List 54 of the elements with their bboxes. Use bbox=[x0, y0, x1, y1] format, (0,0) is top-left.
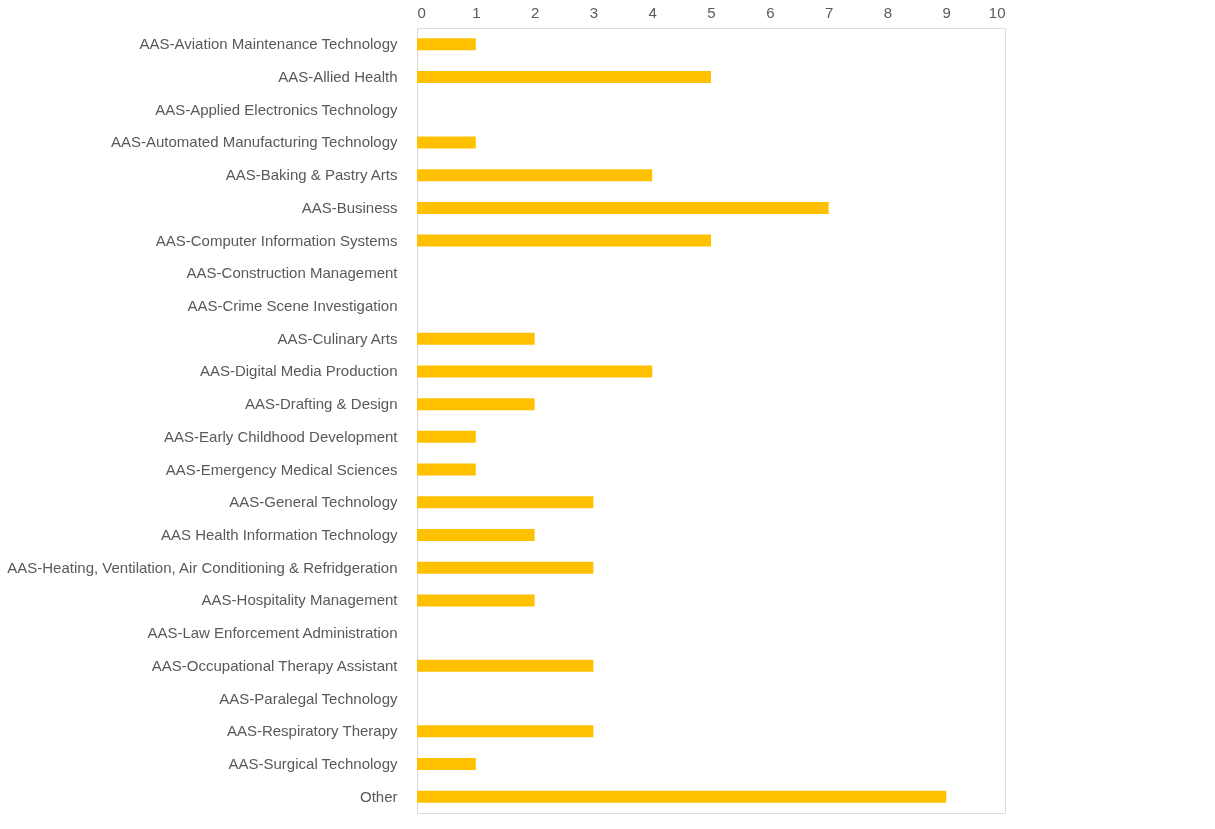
x-tick-label: 4 bbox=[648, 3, 657, 21]
bar bbox=[417, 594, 535, 607]
bar bbox=[417, 365, 653, 378]
bar bbox=[417, 398, 535, 411]
y-tick-label: AAS-Heating, Ventilation, Air Conditioning & Refridgeration bbox=[7, 558, 398, 576]
x-tick-label: 10 bbox=[988, 3, 1006, 21]
y-tick-label: AAS-Construction Management bbox=[186, 264, 399, 282]
y-tick-label: AAS-Applied Electronics Technology bbox=[155, 100, 398, 118]
y-tick-label: AAS-Hospitality Management bbox=[201, 591, 399, 609]
y-tick-label: AAS-Early Childhood Development bbox=[164, 427, 399, 445]
bar bbox=[417, 659, 594, 672]
y-tick-label: AAS-Aviation Maintenance Technology bbox=[139, 35, 398, 53]
x-tick-label: 7 bbox=[824, 3, 834, 21]
x-tick-label: 9 bbox=[942, 3, 951, 21]
x-tick-label: 6 bbox=[766, 3, 775, 21]
bar bbox=[417, 757, 476, 770]
y-tick-label: AAS-Law Enforcement Administration bbox=[147, 624, 398, 642]
y-tick-label: AAS-Baking & Pastry Arts bbox=[225, 166, 398, 184]
y-tick-label: AAS-Culinary Arts bbox=[277, 329, 398, 347]
x-tick-label: 5 bbox=[707, 3, 716, 21]
bar bbox=[417, 71, 711, 84]
x-tick-label: 3 bbox=[589, 3, 599, 21]
bar bbox=[417, 463, 476, 476]
bar bbox=[417, 528, 535, 541]
bar bbox=[417, 496, 594, 509]
y-tick-label: AAS-Digital Media Production bbox=[199, 362, 398, 380]
y-tick-label: AAS-Emergency Medical Sciences bbox=[165, 460, 398, 478]
bar bbox=[417, 430, 476, 443]
y-tick-label: AAS-Occupational Therapy Assistant bbox=[151, 656, 399, 674]
bar bbox=[417, 38, 476, 51]
bar bbox=[417, 332, 535, 345]
y-tick-label: AAS-Drafting & Design bbox=[244, 395, 398, 413]
y-tick-label: AAS-Computer Information Systems bbox=[155, 231, 398, 249]
bar bbox=[417, 790, 947, 803]
y-tick-label: AAS-Business bbox=[301, 198, 398, 216]
x-tick-label: 8 bbox=[883, 3, 893, 21]
bar bbox=[417, 169, 653, 182]
x-tick-label: 0 bbox=[417, 3, 426, 21]
y-tick-label: AAS-Respiratory Therapy bbox=[226, 722, 398, 740]
y-tick-label: Other bbox=[359, 787, 398, 805]
y-tick-label: AAS-Surgical Technology bbox=[228, 754, 398, 772]
x-tick-label: 1 bbox=[472, 3, 481, 21]
y-tick-label: AAS-Crime Scene Investigation bbox=[187, 297, 398, 315]
y-tick-label: AAS-Allied Health bbox=[278, 68, 398, 86]
bar bbox=[417, 136, 476, 149]
x-tick-label: 2 bbox=[530, 3, 540, 21]
y-tick-label: AAS Health Information Technology bbox=[160, 525, 398, 543]
y-tick-label: AAS-Automated Manufacturing Technology bbox=[110, 133, 398, 151]
y-tick-label: AAS-General Technology bbox=[229, 493, 398, 511]
bar bbox=[417, 234, 711, 247]
bar bbox=[417, 561, 594, 574]
bar bbox=[417, 201, 829, 214]
y-tick-label: AAS-Paralegal Technology bbox=[219, 689, 398, 707]
bar bbox=[417, 725, 594, 738]
